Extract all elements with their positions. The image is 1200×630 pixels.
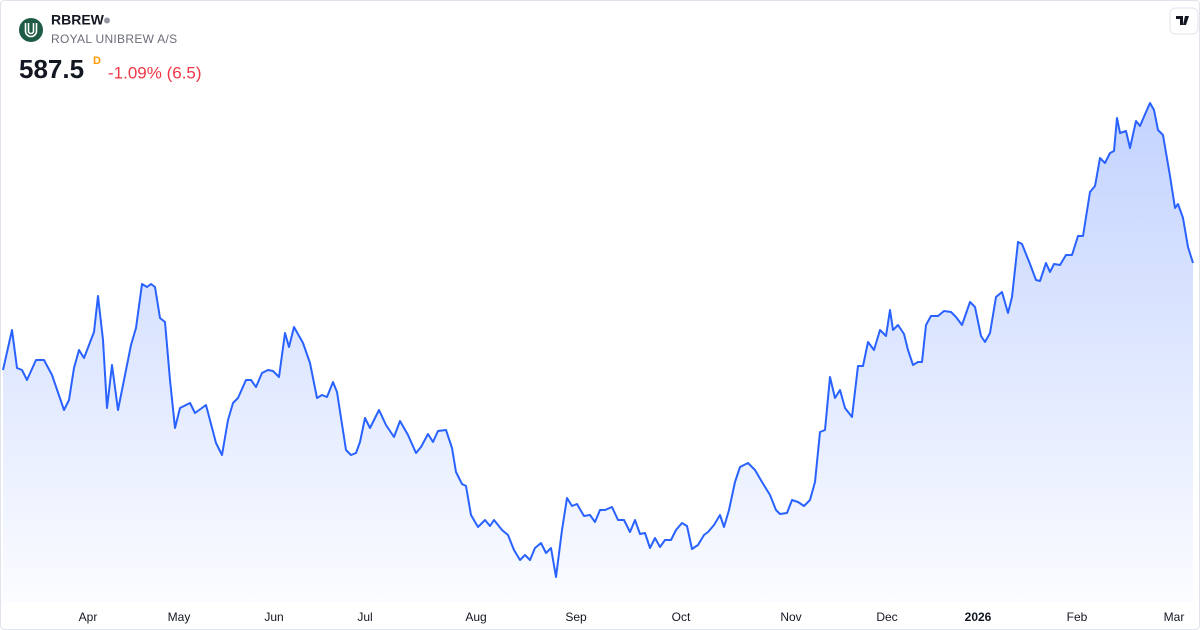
change: -1.09% (6.5) (108, 63, 202, 82)
price-line (2, 102, 1194, 578)
x-tick-label: Mar (1164, 610, 1185, 624)
area-fill (3, 103, 1193, 602)
interval: D (93, 55, 101, 67)
x-tick-label: Nov (780, 610, 801, 624)
symbol: RBREW (51, 12, 105, 28)
status-dot (104, 17, 110, 24)
x-tick-label: 2026 (965, 610, 992, 624)
price: 587.5 (19, 54, 84, 84)
logo (19, 18, 43, 42)
tradingview-logo (1169, 7, 1199, 35)
x-tick-label: Feb (1067, 610, 1088, 624)
company-name: ROYAL UNIBREW A/S (51, 32, 177, 46)
x-tick-label: Sep (565, 610, 587, 624)
x-tick-label: Dec (876, 610, 897, 624)
x-tick-label: Apr (79, 610, 98, 624)
x-tick-label: Jun (264, 610, 283, 624)
x-tick-label: Jul (357, 610, 372, 624)
x-tick-label: Oct (672, 610, 691, 624)
x-tick-label: May (168, 610, 191, 624)
x-tick-label: Aug (465, 610, 486, 624)
